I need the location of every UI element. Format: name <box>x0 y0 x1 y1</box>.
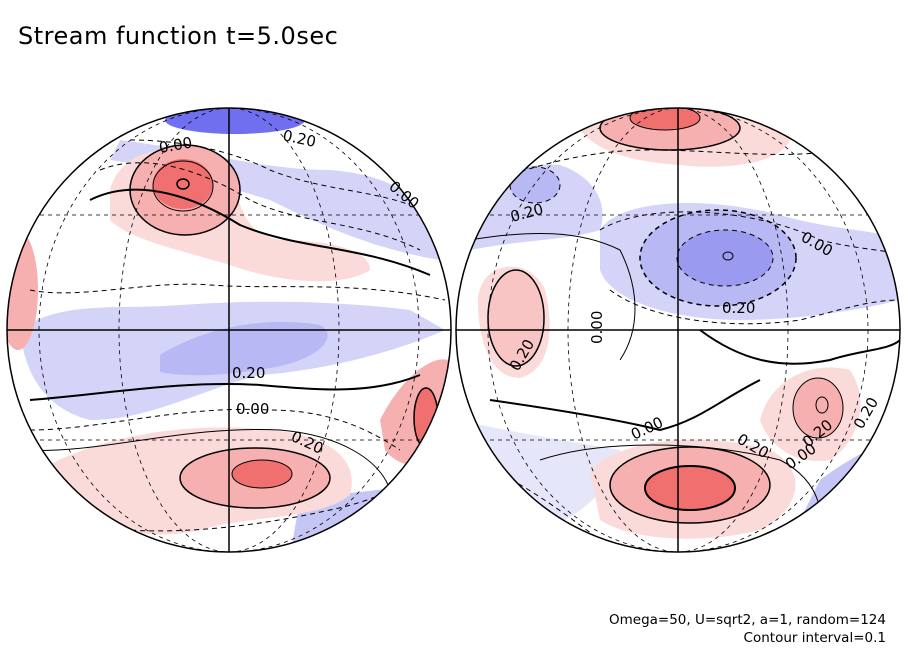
right-neg-upper-left-core <box>510 167 560 203</box>
footer-interval: Contour interval=0.1 <box>743 630 886 646</box>
right-neg-left-lower <box>460 420 620 530</box>
left-neg-top <box>165 108 305 134</box>
left-pos-top-core <box>153 159 213 209</box>
footer-params: Omega=50, U=sqrt2, a=1, random=124 <box>608 612 886 628</box>
left-contour-label: 0.00 <box>158 133 194 157</box>
right-pos-left-core <box>488 270 544 366</box>
plot-title: Stream function t=5.0sec <box>18 22 339 50</box>
left-hemisphere: 0.20 0.00 0.00 0.20 0.00 0.20 <box>6 107 452 553</box>
right-pos-right-core <box>793 378 843 438</box>
right-pos-bottom-core <box>645 466 735 510</box>
left-neg-mid-core <box>160 321 328 376</box>
left-contour-label: 0.20 <box>232 364 265 382</box>
right-contour-label: 0.20 <box>722 299 755 317</box>
right-hemisphere: 0.20 0.00 0.20 0.00 0.20 0.00 0.20 0.00 … <box>455 107 901 553</box>
left-contour-label: 0.00 <box>236 400 269 418</box>
left-fields <box>7 108 451 552</box>
right-pos-top-core <box>630 108 700 130</box>
right-neg-center-core <box>677 230 773 286</box>
left-pos-bottom-core <box>232 460 292 488</box>
right-contour-label: 0.00 <box>588 311 606 344</box>
